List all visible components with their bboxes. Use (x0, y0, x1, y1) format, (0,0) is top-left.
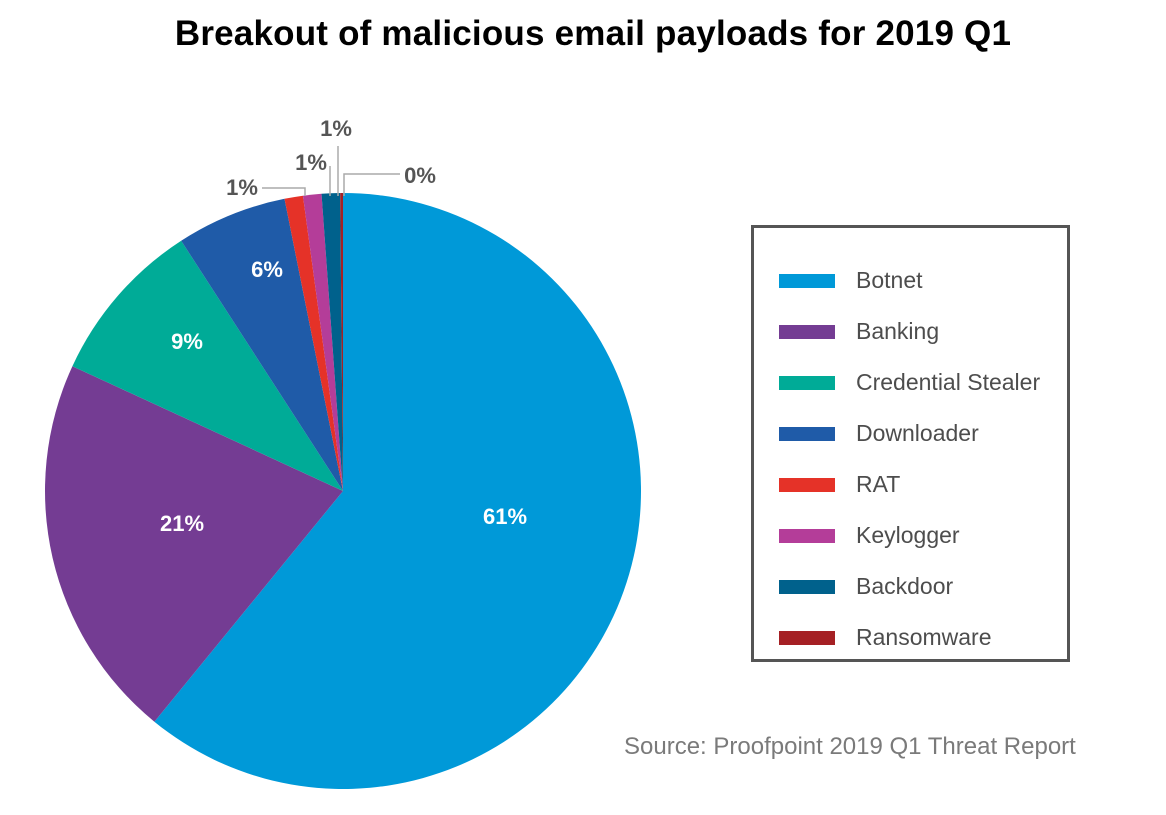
legend-swatch-rat (779, 477, 835, 492)
slice-label-downloader: 6% (251, 257, 283, 282)
source-note: Source: Proofpoint 2019 Q1 Threat Report (624, 733, 1076, 760)
legend-swatch-botnet (779, 273, 835, 288)
legend-label-botnet: Botnet (856, 267, 923, 293)
legend-item-botnet: Botnet (754, 255, 1067, 306)
pie-slice-rat (284, 195, 343, 491)
pie-slice-downloader (181, 198, 343, 492)
slice-label-ransomware: 0% (404, 163, 436, 188)
leader-line-rat (262, 187, 306, 196)
pie-slice-ransomware (340, 193, 343, 491)
slice-label-rat: 1% (226, 175, 258, 200)
legend-swatch-credential-stealer (779, 375, 835, 390)
pie-slice-botnet (154, 193, 642, 789)
legend-item-downloader: Downloader (754, 408, 1067, 459)
legend-item-banking: Banking (754, 306, 1067, 357)
legend-item-ransomware: Ransomware (754, 612, 1067, 663)
legend-label-ransomware: Ransomware (856, 624, 992, 650)
legend-label-keylogger: Keylogger (856, 522, 960, 548)
chart-title: Breakout of malicious email payloads for… (174, 14, 1012, 53)
pie-slice-keylogger (302, 193, 343, 491)
slice-label-banking: 21% (160, 511, 204, 536)
legend: Botnet Banking Credential Stealer Downloade… (751, 225, 1070, 662)
leader-line-ransomware (343, 173, 400, 196)
slice-label-credential-stealer: 9% (171, 329, 203, 354)
legend-label-rat: RAT (856, 471, 901, 497)
pie-slice-backdoor (321, 193, 343, 492)
slice-label-botnet: 61% (483, 504, 527, 529)
legend-label-banking: Banking (856, 318, 940, 344)
legend-swatch-backdoor (779, 579, 835, 594)
legend-label-backdoor: Backdoor (856, 573, 954, 599)
slice-label-backdoor: 1% (320, 116, 352, 141)
legend-item-backdoor: Backdoor (754, 561, 1067, 612)
legend-item-credential-stealer: Credential Stealer (754, 357, 1067, 408)
legend-label-downloader: Downloader (856, 420, 979, 446)
slice-label-keylogger: 1% (295, 150, 327, 175)
legend-label-credential-stealer: Credential Stealer (856, 369, 1041, 395)
legend-swatch-keylogger (779, 528, 835, 543)
pie-slice-banking (44, 366, 343, 722)
legend-swatch-downloader (779, 426, 835, 441)
legend-swatch-ransomware (779, 630, 835, 645)
legend-swatch-banking (779, 324, 835, 339)
pie-slice-credential-stealer (72, 240, 344, 491)
legend-item-rat: RAT (754, 459, 1067, 510)
legend-item-keylogger: Keylogger (754, 510, 1067, 561)
